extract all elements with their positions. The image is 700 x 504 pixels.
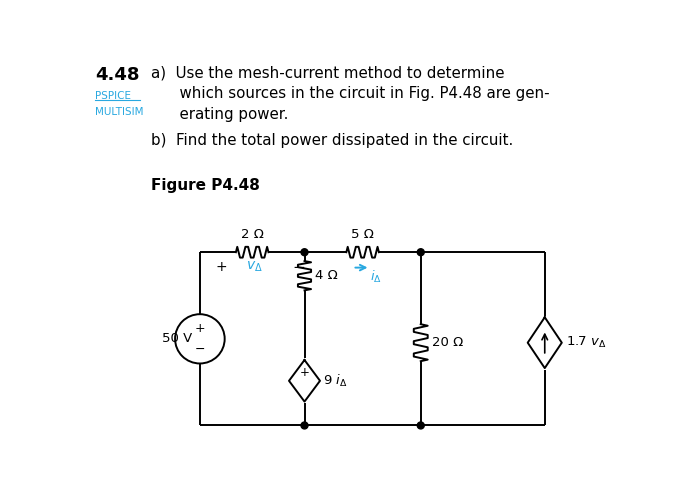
Circle shape <box>301 249 308 256</box>
Text: a)  Use the mesh-current method to determine
      which sources in the circuit : a) Use the mesh-current method to determ… <box>151 66 550 121</box>
Circle shape <box>417 249 424 256</box>
Text: $i_\Delta$: $i_\Delta$ <box>370 269 382 285</box>
Text: +: + <box>300 366 309 379</box>
Text: +: + <box>216 260 228 274</box>
Text: Figure P4.48: Figure P4.48 <box>151 177 260 193</box>
Text: −: − <box>292 260 304 275</box>
Text: $v_\Delta$: $v_\Delta$ <box>246 260 263 274</box>
Text: 5 Ω: 5 Ω <box>351 228 374 241</box>
Text: b)  Find the total power dissipated in the circuit.: b) Find the total power dissipated in th… <box>151 133 513 148</box>
Text: $9\ i_\Delta$: $9\ i_\Delta$ <box>323 373 348 389</box>
Text: −: − <box>195 343 205 356</box>
Text: $1.7\ v_\Delta$: $1.7\ v_\Delta$ <box>566 335 606 350</box>
Text: 20 Ω: 20 Ω <box>432 336 463 349</box>
Text: MULTISIM: MULTISIM <box>95 107 144 117</box>
Text: +: + <box>195 322 205 335</box>
Text: 4 Ω: 4 Ω <box>314 269 337 282</box>
Circle shape <box>301 422 308 429</box>
Text: PSPICE: PSPICE <box>95 91 132 100</box>
Text: 4.48: 4.48 <box>95 66 140 84</box>
Circle shape <box>417 422 424 429</box>
Text: 2 Ω: 2 Ω <box>241 228 264 241</box>
Text: 50 V: 50 V <box>162 332 192 345</box>
